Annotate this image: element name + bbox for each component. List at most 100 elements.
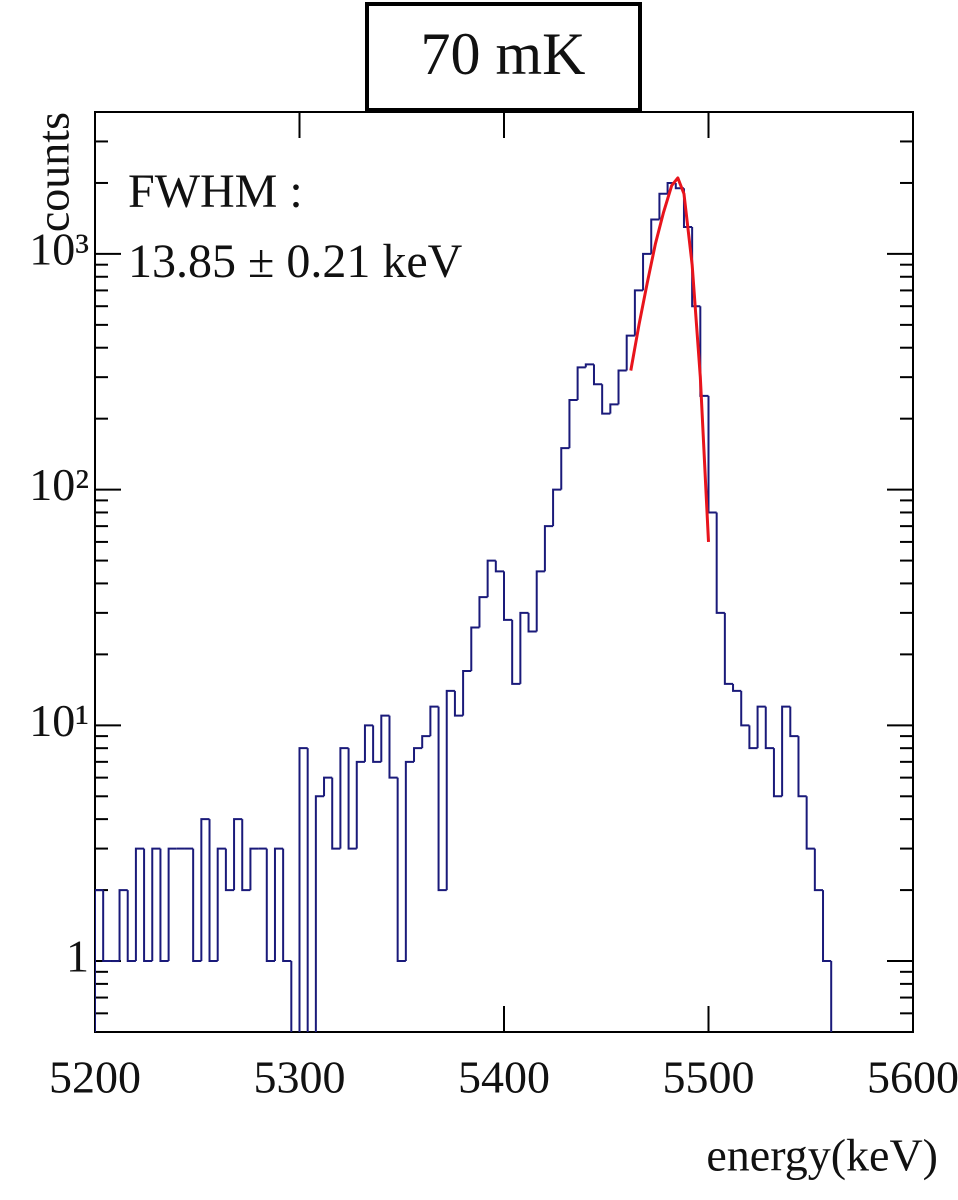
histogram-bin	[282, 848, 292, 963]
x-tick-label: 5600	[867, 1052, 958, 1103]
y-tick-label: 10³	[29, 223, 89, 274]
histogram-bin	[748, 725, 758, 750]
histogram-bin	[314, 795, 325, 1032]
histogram-bin	[241, 819, 251, 892]
histogram-bin	[707, 395, 717, 514]
histogram-bin	[380, 714, 390, 762]
histogram-bin	[249, 847, 259, 891]
histogram-bin	[486, 559, 496, 598]
plot-area	[95, 176, 833, 1032]
histogram-bin	[429, 705, 439, 737]
chart-title: 70 mK	[421, 21, 586, 87]
histogram-bin	[445, 689, 455, 891]
histogram-bin	[805, 796, 815, 850]
histogram-bin	[421, 735, 431, 749]
histogram-bin	[723, 612, 734, 685]
histogram-bin	[167, 847, 177, 962]
histogram-bin	[560, 447, 570, 490]
histogram-bin	[118, 889, 128, 962]
histogram-bin	[511, 619, 521, 685]
histogram-bin	[494, 560, 504, 573]
y-tick-label: 1	[66, 931, 89, 982]
histogram-bin	[822, 890, 832, 963]
histogram-bin	[126, 890, 136, 963]
histogram-bin	[617, 369, 627, 405]
histogram-bin	[658, 192, 668, 220]
histogram-bin	[347, 748, 357, 850]
histogram-bin	[535, 570, 545, 632]
histogram-bin	[715, 512, 725, 614]
histogram-bin	[192, 848, 202, 963]
histogram-bin	[265, 848, 275, 963]
x-tick-label: 5500	[663, 1052, 755, 1103]
x-tick-label: 5400	[458, 1052, 550, 1103]
histogram-bin	[134, 847, 145, 962]
histogram-bin	[151, 847, 161, 962]
y-axis-label: counts	[28, 112, 79, 232]
histogram-bin	[543, 525, 554, 572]
histogram-bin	[216, 847, 226, 962]
histogram-bin	[609, 403, 619, 414]
histogram-bin	[576, 366, 586, 401]
histogram-bin	[306, 748, 309, 1032]
histogram-bin	[650, 218, 660, 254]
histogram-bin	[396, 777, 406, 963]
histogram-bin	[363, 724, 374, 762]
histogram-bin	[764, 706, 774, 750]
annotation: FWHM :	[128, 165, 303, 218]
histogram-bin	[830, 961, 833, 1032]
histogram-bin	[273, 847, 284, 962]
histogram-bin	[584, 363, 594, 368]
histogram-bin	[453, 690, 464, 717]
histogram-bin	[568, 399, 578, 449]
histogram-bin	[462, 670, 472, 716]
histogram-bin	[592, 364, 603, 386]
histogram-bin	[732, 683, 742, 692]
histogram-bin	[789, 706, 799, 738]
title-box	[365, 2, 642, 112]
histogram-bin	[224, 848, 235, 892]
histogram-bin	[642, 252, 652, 291]
histogram-bin	[625, 334, 635, 371]
histogram-bin	[388, 715, 398, 779]
histogram-bin	[478, 596, 488, 628]
histogram-bin	[781, 705, 791, 797]
x-tick-label: 5200	[49, 1052, 141, 1103]
histogram-bin	[519, 611, 529, 684]
histogram-bin	[772, 748, 783, 798]
histogram-bin	[331, 777, 341, 850]
histogram-bin	[437, 706, 447, 892]
histogram-bin	[233, 818, 243, 891]
x-axis-label: energy(keV)	[706, 1130, 938, 1181]
histogram-bin	[470, 626, 480, 672]
histogram-bin	[633, 289, 644, 336]
histogram-bin	[552, 488, 562, 527]
histogram-bin	[143, 848, 153, 963]
histogram-bin	[323, 776, 333, 797]
fit-curve	[629, 176, 710, 542]
histogram-bin	[372, 725, 382, 763]
annotation: 13.85 ± 0.21 keV	[128, 235, 463, 288]
histogram-bin	[404, 760, 415, 962]
histogram-bin	[813, 848, 824, 892]
x-tick-label: 5300	[254, 1052, 346, 1103]
histogram-bin	[159, 848, 169, 963]
y-tick-label: 10²	[29, 459, 89, 510]
histogram-bin	[756, 705, 766, 749]
histogram-bin	[355, 760, 365, 849]
histogram-bin	[200, 818, 210, 962]
histogram-bin	[298, 747, 308, 1032]
histogram-bin	[740, 690, 750, 727]
histogram-bin	[527, 612, 537, 633]
histogram-bin	[290, 961, 293, 1032]
histogram-bin	[601, 384, 611, 415]
histogram-bin	[208, 819, 218, 963]
y-tick-label: 10¹	[29, 695, 89, 746]
histogram-bin	[413, 747, 423, 762]
histogram-bin	[95, 889, 104, 1032]
histogram-bin	[503, 571, 513, 621]
histogram-bin	[102, 890, 112, 963]
histogram-bin	[797, 736, 807, 798]
histogram-bin	[339, 747, 349, 849]
